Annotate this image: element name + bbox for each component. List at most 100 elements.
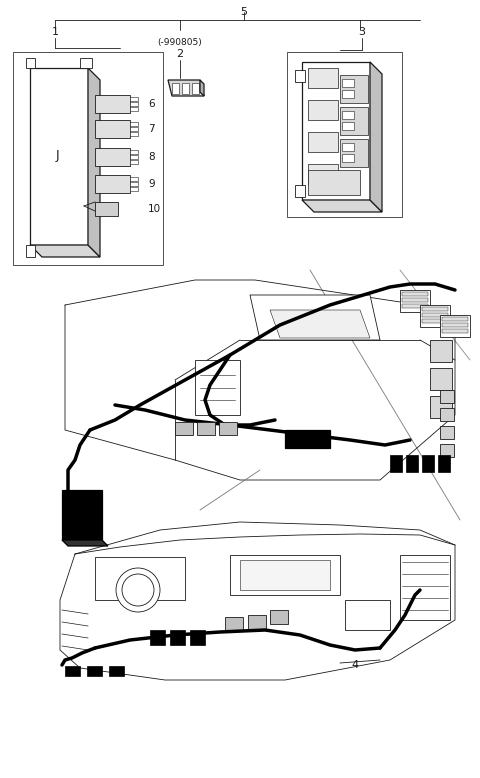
Polygon shape <box>270 310 370 338</box>
Bar <box>287 52 402 217</box>
Polygon shape <box>308 164 338 184</box>
Polygon shape <box>30 245 100 257</box>
Polygon shape <box>402 298 428 302</box>
Polygon shape <box>109 666 124 676</box>
Polygon shape <box>400 290 430 312</box>
Polygon shape <box>62 540 108 546</box>
Polygon shape <box>30 68 88 245</box>
Polygon shape <box>195 360 240 415</box>
Polygon shape <box>130 160 138 164</box>
Polygon shape <box>182 83 189 94</box>
Polygon shape <box>442 317 468 321</box>
Text: J: J <box>55 149 59 162</box>
Polygon shape <box>130 122 138 126</box>
Polygon shape <box>95 120 130 138</box>
Polygon shape <box>95 95 130 113</box>
Polygon shape <box>340 107 368 135</box>
Polygon shape <box>442 329 468 333</box>
Polygon shape <box>65 666 80 676</box>
Text: 4: 4 <box>351 660 359 670</box>
Polygon shape <box>342 122 354 130</box>
Text: 2: 2 <box>177 49 183 59</box>
Polygon shape <box>422 319 448 323</box>
Polygon shape <box>308 132 338 152</box>
Text: 5: 5 <box>240 7 248 17</box>
Polygon shape <box>342 79 354 87</box>
Polygon shape <box>308 170 360 195</box>
Text: 7: 7 <box>148 124 155 134</box>
Polygon shape <box>406 455 418 472</box>
Polygon shape <box>402 292 428 296</box>
Polygon shape <box>248 615 266 629</box>
Polygon shape <box>422 307 448 311</box>
Polygon shape <box>80 58 92 68</box>
Polygon shape <box>270 610 288 624</box>
Polygon shape <box>95 175 130 193</box>
Polygon shape <box>342 154 354 162</box>
Polygon shape <box>342 111 354 119</box>
Polygon shape <box>422 313 448 317</box>
Polygon shape <box>440 408 454 421</box>
Circle shape <box>122 574 154 606</box>
Bar <box>13 52 163 265</box>
Polygon shape <box>370 62 382 212</box>
Polygon shape <box>95 148 130 166</box>
Polygon shape <box>62 490 102 540</box>
Polygon shape <box>130 182 138 186</box>
Polygon shape <box>400 555 450 620</box>
Polygon shape <box>342 90 354 98</box>
Polygon shape <box>302 200 382 212</box>
Text: (-990805): (-990805) <box>157 37 203 47</box>
Polygon shape <box>219 422 237 435</box>
Polygon shape <box>88 68 100 257</box>
Polygon shape <box>308 100 338 120</box>
Polygon shape <box>308 68 338 88</box>
Text: 10: 10 <box>148 204 161 214</box>
Polygon shape <box>175 422 193 435</box>
Polygon shape <box>197 422 215 435</box>
Text: 8: 8 <box>148 152 155 162</box>
Polygon shape <box>402 304 428 308</box>
Polygon shape <box>130 132 138 136</box>
Polygon shape <box>26 245 35 257</box>
Polygon shape <box>130 107 138 111</box>
Text: 3: 3 <box>359 27 365 37</box>
Polygon shape <box>130 127 138 131</box>
Circle shape <box>116 568 160 612</box>
Polygon shape <box>250 295 380 340</box>
Polygon shape <box>438 455 450 472</box>
Polygon shape <box>60 522 455 680</box>
Polygon shape <box>302 62 370 200</box>
Polygon shape <box>340 139 368 167</box>
Polygon shape <box>200 80 204 96</box>
Polygon shape <box>130 102 138 106</box>
Polygon shape <box>130 155 138 159</box>
Polygon shape <box>130 177 138 181</box>
Polygon shape <box>225 617 243 631</box>
Polygon shape <box>95 557 185 600</box>
Polygon shape <box>430 368 452 390</box>
Polygon shape <box>422 455 434 472</box>
Polygon shape <box>430 396 452 418</box>
Polygon shape <box>340 75 368 103</box>
Polygon shape <box>295 185 305 197</box>
Polygon shape <box>440 426 454 439</box>
Polygon shape <box>342 143 354 151</box>
Polygon shape <box>170 630 185 645</box>
Polygon shape <box>95 202 118 216</box>
Polygon shape <box>442 323 468 327</box>
Polygon shape <box>295 70 305 82</box>
Polygon shape <box>172 83 179 94</box>
Polygon shape <box>168 80 204 96</box>
Polygon shape <box>285 430 330 448</box>
Polygon shape <box>440 390 454 403</box>
Polygon shape <box>130 187 138 191</box>
Polygon shape <box>150 630 165 645</box>
Polygon shape <box>390 455 402 472</box>
Polygon shape <box>192 83 199 94</box>
Polygon shape <box>130 97 138 101</box>
Polygon shape <box>440 315 470 337</box>
Polygon shape <box>130 150 138 154</box>
Polygon shape <box>26 58 35 68</box>
Polygon shape <box>430 340 452 362</box>
